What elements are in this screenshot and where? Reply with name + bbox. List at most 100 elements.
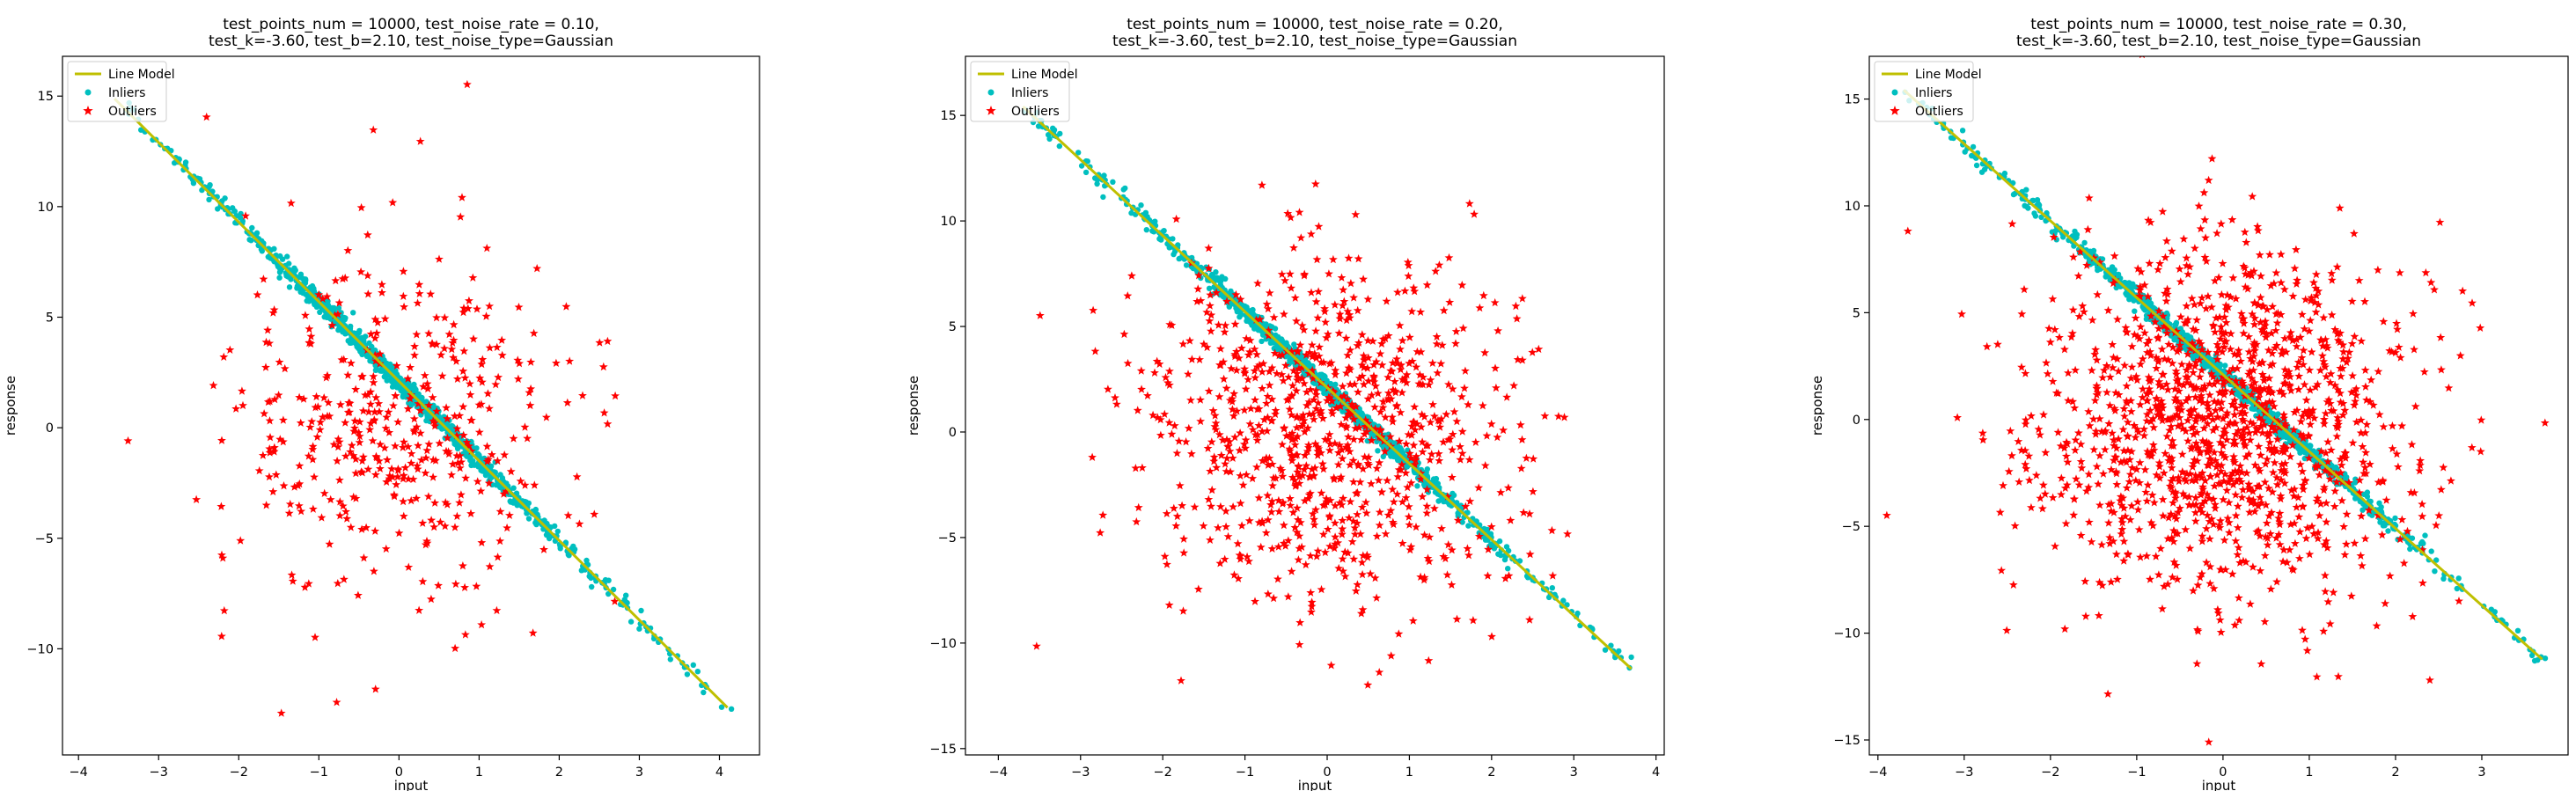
outlier-point xyxy=(356,202,366,212)
inlier-point xyxy=(621,597,627,603)
outlier-point xyxy=(371,526,380,535)
inlier-point xyxy=(369,343,375,350)
outlier-point xyxy=(465,379,474,388)
outlier-point xyxy=(2144,335,2154,344)
inlier-point xyxy=(469,461,475,468)
outlier-point xyxy=(1442,570,1452,579)
outlier-point xyxy=(1299,415,1309,425)
outlier-point xyxy=(1167,320,1177,329)
inlier-point xyxy=(2023,187,2029,193)
outlier-point xyxy=(1283,209,1293,217)
outlier-point xyxy=(1244,375,1253,384)
outlier-point xyxy=(334,437,344,446)
outlier-point xyxy=(2192,315,2202,324)
y-tick-label: 10 xyxy=(941,215,957,229)
outlier-point xyxy=(2136,553,2145,561)
outlier-point xyxy=(1295,479,1304,487)
outlier-point xyxy=(466,390,475,399)
outlier-point xyxy=(1264,460,1273,469)
outlier-point xyxy=(1313,443,1323,451)
outlier-point xyxy=(1503,483,1513,492)
outlier-point xyxy=(424,400,434,409)
outlier-point xyxy=(1207,437,1216,446)
outlier-point xyxy=(1355,529,1365,538)
outlier-point xyxy=(1297,374,1307,383)
outlier-point xyxy=(428,392,437,402)
outlier-point xyxy=(1335,474,1345,483)
outlier-point xyxy=(1361,497,1370,507)
outlier-point xyxy=(1424,380,1434,389)
outlier-point xyxy=(362,523,371,531)
outlier-point xyxy=(1388,485,1398,494)
outlier-point xyxy=(1170,421,1179,430)
inlier-point xyxy=(404,392,411,398)
outlier-point xyxy=(1288,508,1298,516)
outlier-point xyxy=(435,438,444,448)
outlier-point xyxy=(1442,409,1451,419)
outlier-point xyxy=(1278,440,1287,449)
outlier-point xyxy=(1263,413,1273,421)
outlier-point xyxy=(1263,304,1273,313)
outlier-point xyxy=(1405,449,1414,458)
outlier-point xyxy=(1363,295,1373,304)
outlier-point xyxy=(1413,347,1422,356)
outlier-point xyxy=(1398,375,1407,384)
chart-title-line-1: test_points_num = 10000, test_noise_rate… xyxy=(2030,16,2407,33)
outlier-point xyxy=(398,443,407,451)
inlier-point xyxy=(636,626,642,632)
outlier-point xyxy=(319,393,329,402)
outlier-point xyxy=(483,455,493,464)
outlier-point xyxy=(505,510,514,519)
outlier-point xyxy=(407,458,416,467)
outlier-point xyxy=(351,385,361,393)
outlier-point xyxy=(286,198,296,208)
outlier-point xyxy=(1300,465,1309,473)
outlier-point xyxy=(378,280,386,289)
outlier-point xyxy=(1463,544,1472,553)
outlier-point xyxy=(2158,311,2168,320)
outlier-point xyxy=(1416,572,1426,581)
outlier-point xyxy=(561,302,571,311)
outlier-point xyxy=(2170,396,2180,405)
outlier-point xyxy=(1297,542,1307,551)
outlier-point xyxy=(1193,297,1202,305)
outlier-point xyxy=(1164,418,1174,427)
outlier-point xyxy=(336,399,345,409)
x-tick-label: −4 xyxy=(989,765,1008,780)
x-axis-label: input xyxy=(394,778,429,791)
outlier-point xyxy=(2154,306,2163,315)
outlier-point xyxy=(1293,467,1303,476)
inlier-point xyxy=(2081,239,2088,246)
outlier-point xyxy=(2313,494,2323,502)
outlier-point xyxy=(1474,483,1484,492)
outlier-point xyxy=(1222,297,1231,305)
outlier-point xyxy=(408,474,418,483)
inlier-point xyxy=(1414,483,1420,489)
outlier-point xyxy=(2280,333,2289,342)
outlier-point xyxy=(2158,207,2168,216)
outlier-point xyxy=(1253,279,1262,288)
outlier-point xyxy=(432,406,442,415)
outlier-point xyxy=(1367,391,1376,399)
outlier-point xyxy=(1411,425,1420,434)
outlier-point xyxy=(1270,348,1280,357)
outlier-point xyxy=(1354,459,1363,468)
outlier-point xyxy=(1241,436,1251,444)
outlier-point xyxy=(1290,523,1300,531)
outlier-point xyxy=(1353,305,1362,315)
outlier-point xyxy=(2342,539,2351,548)
inlier-point xyxy=(387,361,393,368)
outlier-point xyxy=(1357,360,1367,370)
outlier-point xyxy=(1243,552,1251,561)
outlier-point xyxy=(409,414,419,423)
inlier-point xyxy=(1616,648,1622,655)
outlier-point xyxy=(1293,412,1303,421)
outlier-point xyxy=(1553,412,1563,421)
outlier-point xyxy=(1422,509,1432,517)
outlier-point xyxy=(464,441,473,450)
outlier-point xyxy=(400,302,408,311)
outlier-point xyxy=(1512,314,1522,323)
outlier-point xyxy=(2193,581,2203,590)
outlier-point xyxy=(371,685,380,693)
outlier-point xyxy=(449,335,459,344)
